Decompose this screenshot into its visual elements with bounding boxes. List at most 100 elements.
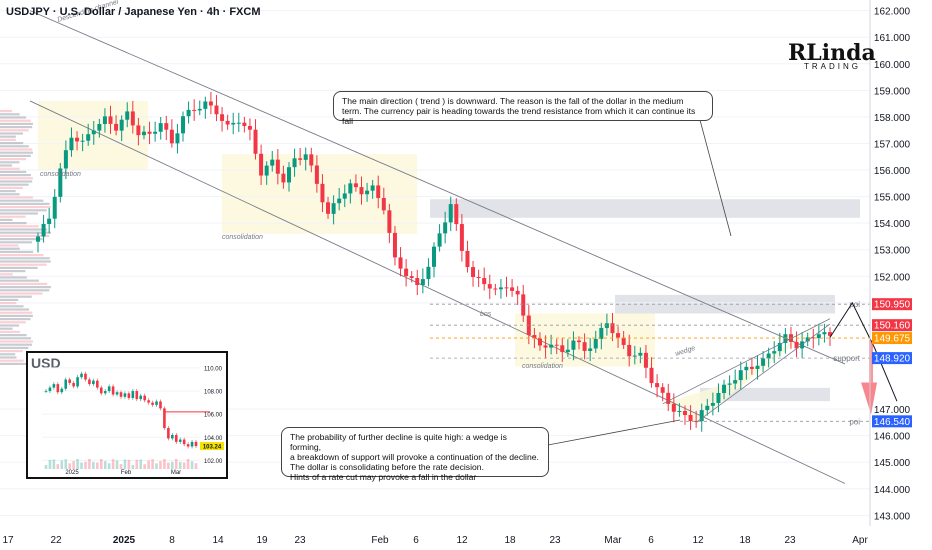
profile-bar bbox=[0, 295, 32, 298]
profile-bar bbox=[0, 167, 20, 170]
candles-layer bbox=[36, 92, 832, 432]
candle bbox=[292, 158, 297, 168]
y-tick-label: 146.000 bbox=[874, 432, 911, 443]
candle bbox=[593, 338, 598, 349]
inset-volume bbox=[186, 459, 190, 469]
inset-volume bbox=[107, 463, 111, 469]
candle bbox=[247, 125, 252, 130]
inset-candle bbox=[182, 439, 186, 445]
profile-bar bbox=[0, 158, 27, 161]
candle bbox=[510, 287, 515, 291]
candle bbox=[577, 340, 582, 343]
inset-volume bbox=[163, 459, 166, 469]
inset-volume bbox=[60, 460, 64, 469]
profile-bar bbox=[0, 346, 29, 349]
inset-candle bbox=[115, 392, 119, 395]
price-label: 149.675 bbox=[874, 334, 911, 345]
profile-bar bbox=[0, 282, 48, 285]
chart-annotation: consolidation bbox=[222, 234, 263, 241]
price-label: 146.540 bbox=[874, 417, 911, 428]
y-tick-label: 158.000 bbox=[874, 113, 911, 124]
candle bbox=[136, 125, 141, 136]
inset-candle bbox=[135, 391, 139, 400]
candle bbox=[828, 332, 832, 336]
inset-y-tick: 106.00 bbox=[204, 413, 223, 419]
chart-title: USDJPY · U.S. Dollar / Japanese Yen · 4h… bbox=[6, 6, 261, 18]
candle bbox=[253, 129, 258, 154]
candle bbox=[86, 134, 91, 141]
candle bbox=[381, 198, 386, 211]
inset-candle bbox=[107, 386, 111, 392]
profile-bar bbox=[0, 359, 24, 362]
price-label-bg bbox=[872, 319, 912, 332]
candle bbox=[777, 342, 782, 352]
inset-volume bbox=[135, 459, 139, 469]
x-tick-label: Feb bbox=[371, 535, 389, 546]
inset-y-tick: 110.00 bbox=[204, 366, 223, 372]
candle bbox=[699, 410, 704, 422]
chart-annotation: consolidation bbox=[40, 171, 81, 178]
channel-lower-line bbox=[29, 100, 846, 484]
candle bbox=[666, 392, 671, 404]
overlay-layer bbox=[547, 119, 898, 446]
candle bbox=[181, 116, 186, 134]
candle bbox=[114, 123, 119, 131]
down-arrow bbox=[861, 382, 878, 415]
candle bbox=[487, 284, 492, 289]
candle bbox=[69, 137, 74, 151]
profile-bar bbox=[0, 199, 44, 202]
candle bbox=[632, 355, 637, 357]
candle bbox=[398, 257, 403, 269]
candle bbox=[153, 131, 158, 134]
x-tick-label: Apr bbox=[852, 535, 868, 546]
inset-candle bbox=[151, 402, 154, 405]
profile-bar bbox=[0, 273, 13, 276]
profile-bar bbox=[0, 113, 20, 116]
candle bbox=[671, 403, 676, 412]
candle bbox=[643, 352, 648, 368]
candle bbox=[443, 222, 448, 234]
inset-volume bbox=[127, 459, 131, 469]
candle bbox=[91, 130, 96, 135]
candle bbox=[164, 123, 169, 130]
brand-logo: RLinda TRADING bbox=[788, 40, 876, 74]
candle bbox=[342, 193, 347, 199]
y-tick-label: 145.000 bbox=[874, 458, 911, 469]
inset-volume bbox=[92, 461, 95, 469]
candle bbox=[755, 365, 760, 369]
candle bbox=[783, 334, 788, 343]
profile-bar bbox=[0, 190, 16, 193]
inset-candle bbox=[127, 393, 131, 398]
candle bbox=[733, 380, 738, 384]
candle bbox=[811, 337, 816, 339]
candle bbox=[532, 335, 537, 339]
price-label-bg bbox=[872, 332, 912, 345]
inset-volume bbox=[151, 459, 154, 469]
profile-bar bbox=[0, 154, 31, 157]
wedge-note-line: The dollar is consolidating before the r… bbox=[290, 462, 484, 472]
x-tick-label: 6 bbox=[648, 535, 654, 546]
channel-upper-line bbox=[29, 10, 846, 365]
inset-volume bbox=[111, 459, 115, 469]
candle bbox=[286, 167, 291, 183]
candle bbox=[41, 223, 46, 237]
profile-bar bbox=[0, 279, 39, 282]
inset-x-tick: 2025 bbox=[65, 470, 79, 476]
profile-bar bbox=[0, 228, 48, 231]
profile-bar bbox=[0, 247, 20, 250]
profile-bar bbox=[0, 298, 19, 301]
inset-candle bbox=[76, 377, 79, 387]
inset-volume bbox=[131, 464, 135, 469]
profile-bar bbox=[0, 148, 33, 151]
candle bbox=[554, 344, 559, 346]
candle bbox=[565, 349, 570, 353]
profile-bar bbox=[0, 254, 44, 257]
trend-note: The main direction ( trend ) is downward… bbox=[333, 91, 713, 126]
candle bbox=[766, 353, 771, 359]
profile-bar bbox=[0, 206, 51, 209]
inset-candle bbox=[186, 444, 190, 447]
inset-volume bbox=[84, 461, 87, 469]
inset-candle bbox=[88, 379, 91, 385]
candle bbox=[119, 119, 124, 131]
inset-volume bbox=[52, 459, 56, 469]
